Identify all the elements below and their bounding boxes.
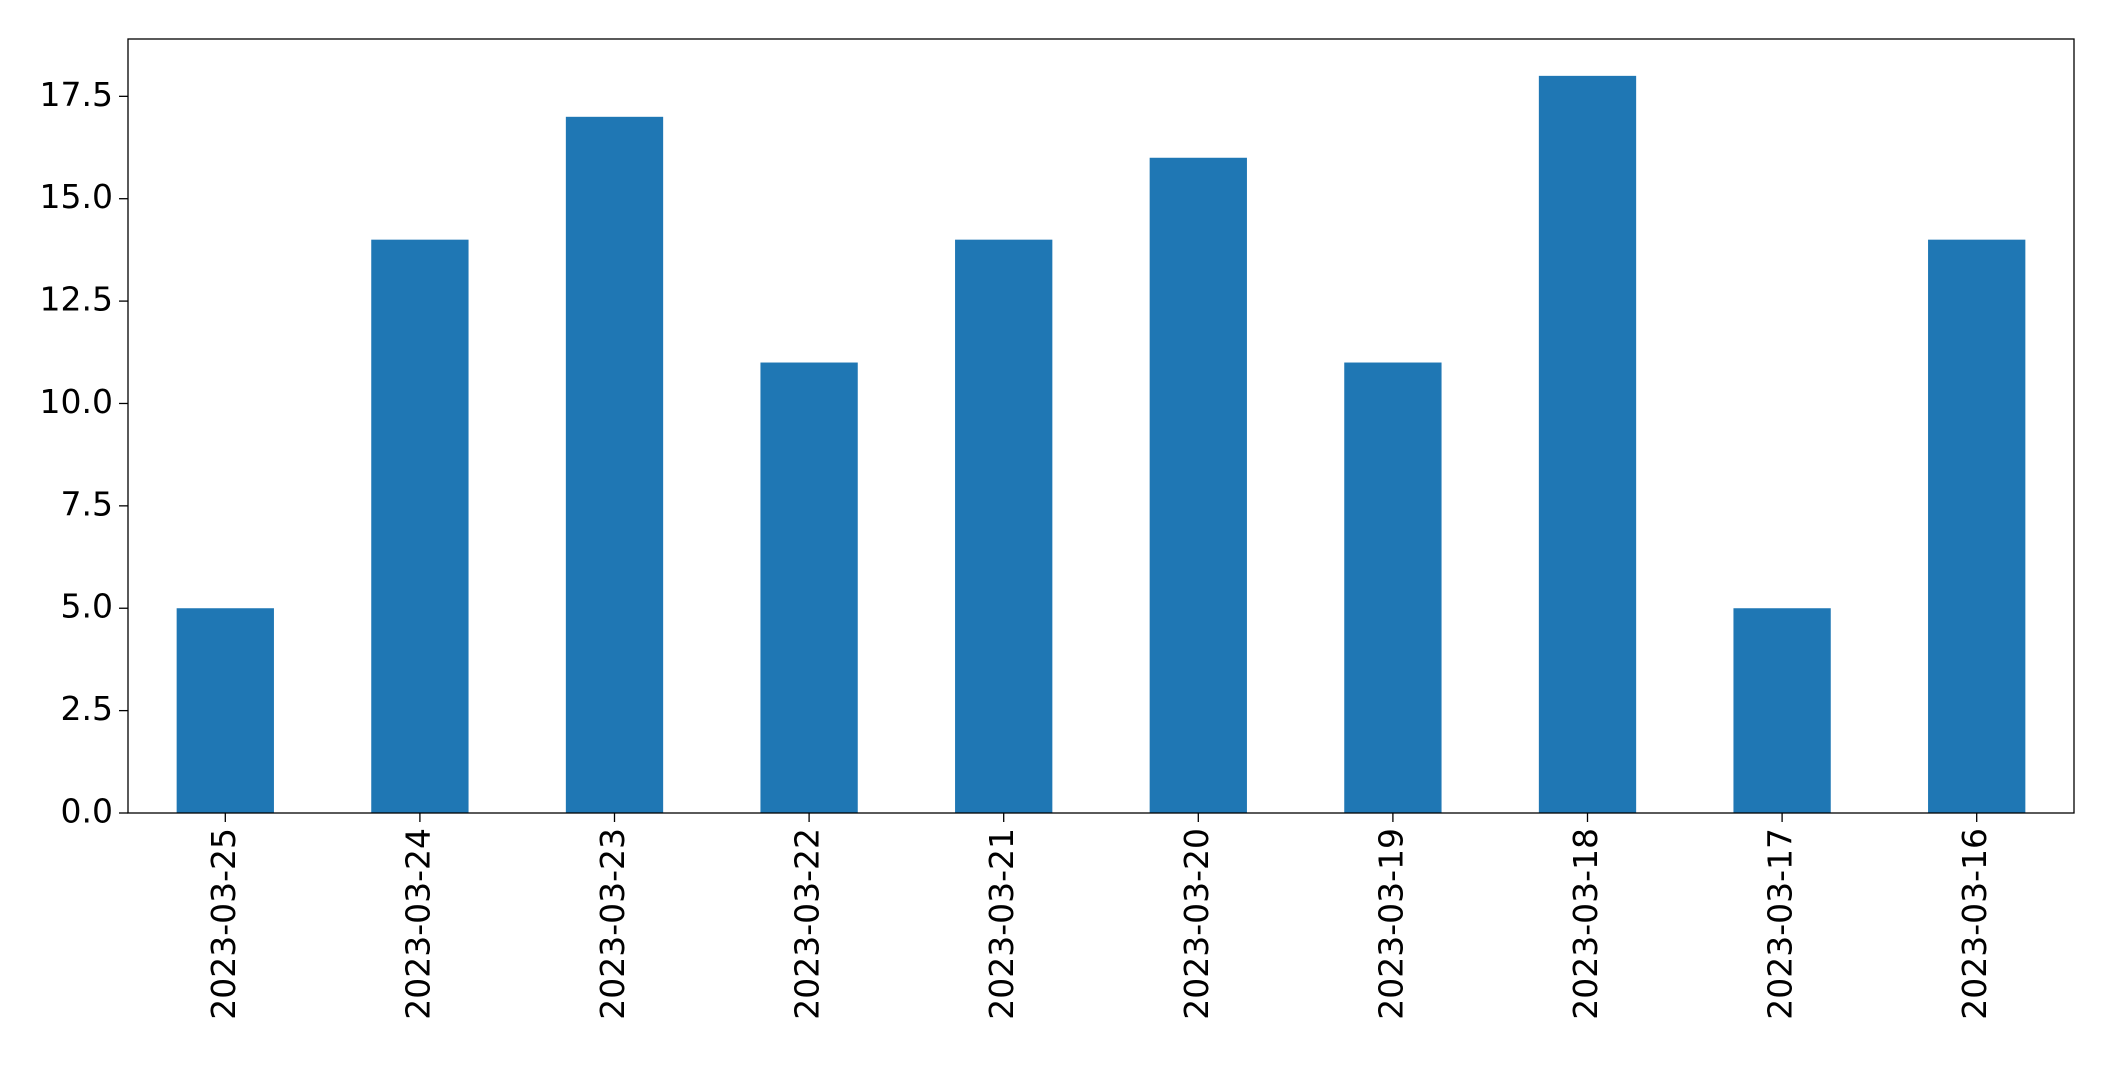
x-tick-label: 2023-03-17 (1761, 828, 1800, 1020)
y-tick-label: 12.5 (40, 280, 113, 319)
bar (1344, 362, 1442, 813)
x-tick-label: 2023-03-19 (1371, 828, 1410, 1020)
y-tick-label: 2.5 (61, 689, 113, 728)
y-tick-label: 0.0 (61, 792, 113, 831)
y-tick-label: 7.5 (61, 484, 113, 523)
x-tick-label: 2023-03-18 (1566, 828, 1605, 1020)
x-tick-label: 2023-03-24 (398, 828, 437, 1020)
x-tick-label: 2023-03-23 (593, 828, 632, 1020)
y-tick-label: 5.0 (61, 587, 113, 626)
x-tick-label: 2023-03-21 (982, 828, 1021, 1020)
x-tick-label: 2023-03-16 (1955, 828, 1994, 1020)
bar (371, 239, 469, 813)
bar (1928, 239, 2026, 813)
bar (1149, 157, 1247, 813)
bar (760, 362, 858, 813)
x-tick-label: 2023-03-25 (204, 828, 243, 1020)
bar (955, 239, 1053, 813)
bar (1538, 75, 1637, 814)
bar (1733, 608, 1831, 813)
x-tick-label: 2023-03-20 (1177, 828, 1216, 1020)
x-tick-label: 2023-03-22 (788, 828, 827, 1020)
y-tick-label: 15.0 (40, 177, 113, 216)
y-tick-label: 10.0 (40, 382, 113, 421)
y-tick-label: 17.5 (40, 75, 113, 114)
bar (176, 608, 274, 813)
bar (565, 116, 664, 814)
plot-frame (127, 38, 2075, 814)
